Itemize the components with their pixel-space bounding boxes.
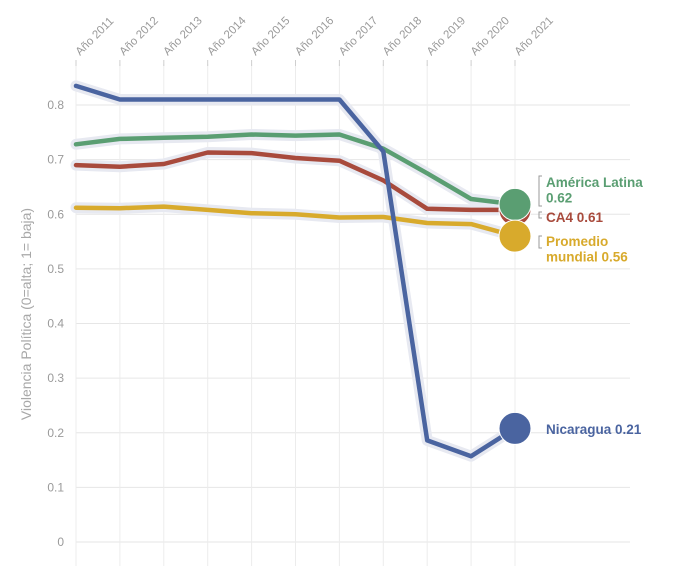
- y-axis: 0 0.1 0.2 0.3 0.4 0.5 0.6 0.7 0.8: [47, 98, 64, 549]
- y-tick-label: 0.2: [47, 426, 64, 440]
- end-markers: [498, 187, 532, 445]
- label-bracket-pm: [538, 235, 542, 249]
- series-line-al: [73, 132, 518, 207]
- y-tick-label: 0.5: [47, 262, 64, 276]
- series-lines: [70, 80, 521, 462]
- x-tick-label: Año 2012: [118, 15, 161, 58]
- y-tick-label: 0: [57, 535, 64, 549]
- end-marker-pm: [498, 219, 532, 253]
- series-line-ni: [73, 83, 518, 459]
- end-marker-al: [498, 187, 532, 221]
- end-label-ni: Nicaragua 0.21: [546, 422, 642, 437]
- x-tick-label: Año 2019: [425, 15, 468, 58]
- x-axis: Año 2011 Año 2012 Año 2013 Año 2014 Año 2015…: [74, 14, 556, 66]
- y-tick-label: 0.3: [47, 371, 64, 385]
- x-tick-label: Año 2021: [513, 15, 556, 58]
- end-label-ca4: CA4 0.61: [546, 210, 604, 225]
- x-tick-label: Año 2016: [293, 15, 336, 58]
- x-tick-label: Año 2011: [74, 15, 117, 58]
- x-tick-label: Año 2017: [337, 15, 380, 58]
- x-tick-label: Año 2020: [469, 15, 512, 58]
- y-tick-label: 0.8: [47, 98, 64, 112]
- y-tick-label: 0.1: [47, 480, 64, 494]
- grid: [75, 64, 630, 566]
- series-line-pm: [73, 204, 518, 239]
- y-axis-title: Violencia Política (0=alta; 1= baja): [18, 208, 34, 420]
- end-label-al: América Latina: [546, 175, 643, 190]
- end-marker-ni: [498, 411, 532, 445]
- x-tick-label: Año 2013: [161, 15, 204, 58]
- series-line-ca4: [73, 150, 518, 213]
- x-tick-label: Año 2018: [381, 15, 424, 58]
- end-label-al: 0.62: [546, 191, 572, 206]
- y-tick-label: 0.4: [47, 317, 64, 331]
- x-tick-label: Año 2015: [249, 15, 292, 58]
- y-tick-label: 0.7: [47, 153, 64, 167]
- label-bracket-al: [538, 175, 542, 207]
- end-label-pm: Promedio: [546, 234, 608, 249]
- label-bracket-ca4: [538, 211, 542, 219]
- x-tick-label: Año 2014: [205, 14, 249, 58]
- y-tick-label: 0.6: [47, 207, 64, 221]
- end-label-pm: mundial 0.56: [546, 250, 628, 265]
